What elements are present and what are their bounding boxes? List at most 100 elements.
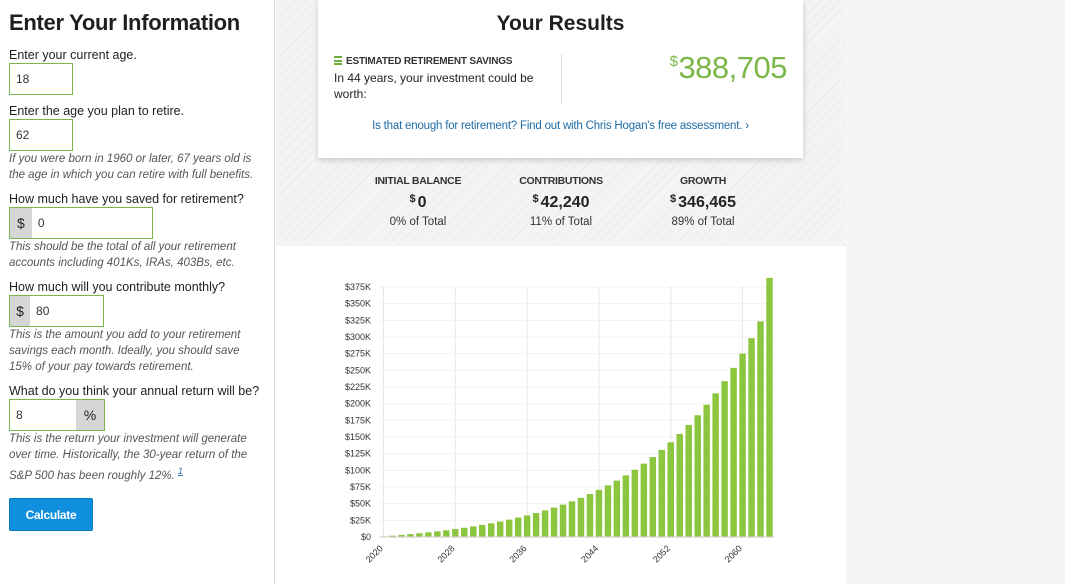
chart-bar[interactable] [496,521,504,537]
return-help-text: This is the return your investment will … [9,433,248,482]
chart-bar[interactable] [712,393,719,537]
results-card: Your Results Estimated Retirement Saving… [318,0,803,158]
input-panel: Enter Your Information Enter your curren… [0,0,275,584]
chart-bar[interactable] [505,519,513,537]
chart-bar[interactable] [470,526,477,537]
chart-bar[interactable] [568,501,576,537]
assessment-link[interactable]: Is that enough for retirement? Find out … [372,120,749,132]
stat-percent: 89% of Total [671,216,735,228]
chart-bar[interactable] [398,534,405,537]
estimated-savings-label-text: Estimated Retirement Savings [346,56,513,67]
saved-field[interactable]: $ [9,207,153,239]
chart-bar[interactable] [550,507,558,537]
chart-bar[interactable] [586,494,594,537]
stat-amount: 0 [417,194,427,211]
monthly-field[interactable]: $ [9,295,104,327]
stat-label: Growth [679,175,727,187]
chart-bar[interactable] [721,381,728,537]
saved-help: This should be the total of all your ret… [9,241,236,269]
chart-bar[interactable] [622,475,630,537]
retire-age-field[interactable] [9,119,73,151]
chart-bar[interactable] [407,534,414,537]
savings-growth-chart: $0 $25K $50K $75K $100K $125K $150K $175K $200K $… [345,277,774,565]
stat-value: $346,465 [633,193,773,212]
y-tick-label: $75K [350,482,371,492]
retire-age-input[interactable] [10,120,72,150]
current-age-input[interactable] [10,64,72,94]
chart-bar[interactable] [541,510,549,537]
chart-bar[interactable] [479,524,486,537]
x-tick-label: 2060 [723,543,744,564]
chart-bar[interactable] [577,497,585,537]
chart-bar[interactable] [676,433,683,537]
chart-bar[interactable] [757,321,764,537]
monthly-help: This is the amount you add to your retir… [9,329,241,373]
chart-bar[interactable] [595,489,603,537]
y-tick-label: $0 [361,532,371,542]
retire-age-help: If you were born in 1960 or later, 67 ye… [9,153,254,181]
currency-symbol: $ [409,193,416,205]
stat-label: Contributions [519,175,603,187]
chart-bar[interactable] [425,532,432,537]
results-title: Your Results [496,12,625,35]
chart-bar[interactable] [730,367,737,537]
estimated-savings-label: Estimated Retirement Savings [334,56,512,67]
chart-bar[interactable] [694,415,701,537]
saved-label: How much have you saved for retirement? [9,192,244,206]
chart-bar[interactable] [559,504,567,537]
chart-bar[interactable] [434,531,441,537]
chart-bar[interactable] [658,449,666,537]
chart-bar[interactable] [631,469,639,537]
chart-bar[interactable] [523,515,531,537]
coins-icon [334,56,342,65]
monthly-input[interactable] [30,296,103,326]
chart-bar[interactable] [416,533,423,537]
chart-bar[interactable] [703,404,710,537]
return-input[interactable] [10,400,76,430]
monthly-label: How much will you contribute monthly? [9,280,226,294]
chart-bar[interactable] [685,424,692,537]
chart-bar[interactable] [452,529,459,537]
chart-bar[interactable] [514,517,522,537]
chart-bar[interactable] [532,513,540,537]
chart-bar[interactable] [667,442,674,537]
chart-bar[interactable] [739,353,746,537]
divider [561,54,562,104]
chart-bar[interactable] [389,535,396,537]
current-age-field[interactable] [9,63,73,95]
return-field[interactable]: % [9,399,105,431]
calculate-button[interactable]: Calculate [9,498,93,531]
chart-bar[interactable] [649,457,657,537]
retire-age-label: Enter the age you plan to retire. [9,104,185,118]
y-tick-label: $50K [350,499,371,509]
stat-amount: 42,240 [540,194,590,211]
results-panel: Your Results Estimated Retirement Saving… [276,0,846,584]
chart-bar[interactable] [461,527,468,537]
chart-bar[interactable] [613,480,621,537]
dollar-prefix: $ [10,208,32,238]
x-tick-label: 2044 [579,543,600,564]
footnote-link[interactable]: 1 [178,466,184,476]
y-tick-label: $175K [345,415,371,425]
dollar-prefix: $ [10,296,31,326]
form-title: Enter Your Information [9,10,240,35]
x-tick-label: 2036 [507,543,528,564]
chart-bar[interactable] [766,277,773,537]
x-tick-label: 2052 [651,543,672,564]
chart-bar[interactable] [748,338,755,537]
y-tick-label: $350K [345,299,371,309]
chart-bar[interactable] [487,523,495,537]
currency-symbol: $ [669,53,678,70]
chart-bar[interactable] [443,530,450,537]
stat-initial-balance: Initial Balance $0 0% of Total [348,175,488,228]
y-tick-label: $325K [345,315,371,325]
chart-bar[interactable] [604,485,612,537]
saved-input[interactable] [31,208,152,238]
currency-symbol: $ [532,193,539,205]
chart-bar[interactable] [640,463,648,537]
return-label: What do you think your annual return wil… [9,384,260,398]
y-tick-label: $125K [345,449,371,459]
stat-amount: 346,465 [678,194,736,211]
stat-value: $42,240 [491,193,631,212]
y-tick-label: $250K [345,365,371,375]
